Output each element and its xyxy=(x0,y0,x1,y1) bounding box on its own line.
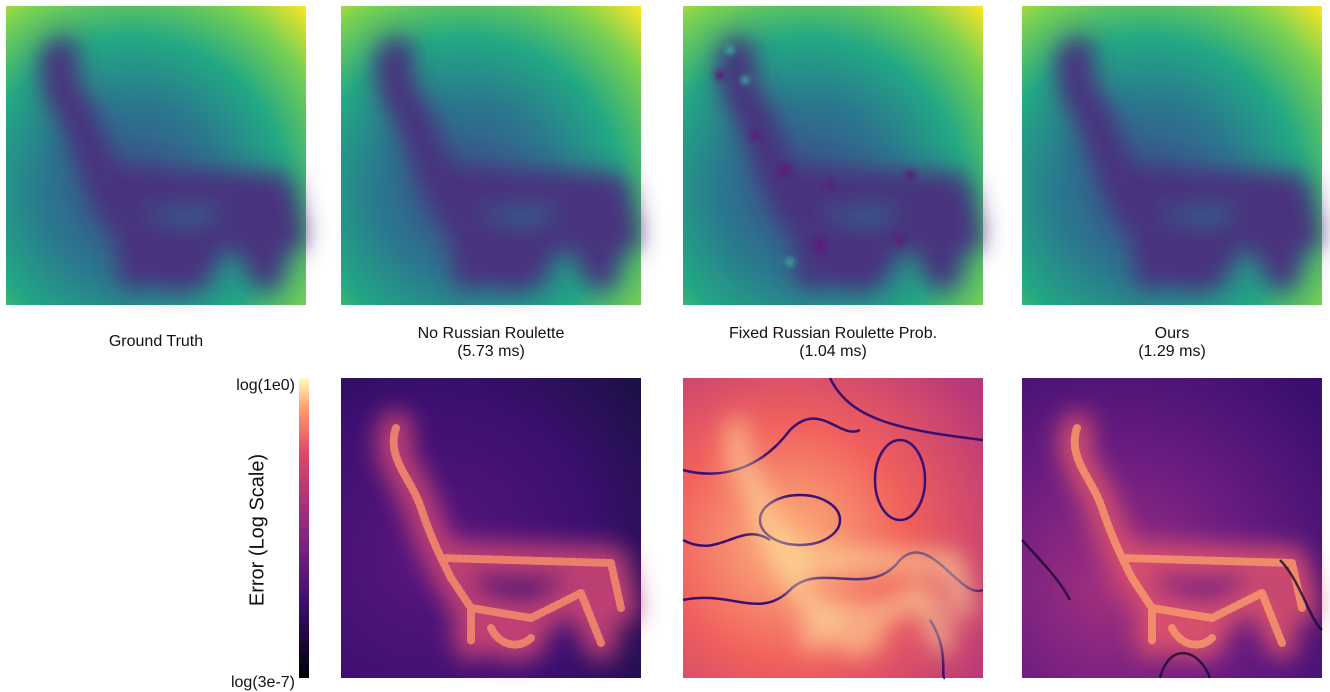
colorbar-label: Error (Log Scale) xyxy=(246,454,268,606)
ours-image xyxy=(1022,6,1322,305)
timing: (1.29 ms) xyxy=(1138,343,1206,360)
colorbar-min: log(3e-7) xyxy=(231,674,295,691)
fixed-rr-image xyxy=(683,6,983,305)
caption: Fixed Russian Roulette Prob. xyxy=(729,325,937,342)
ground-truth-image xyxy=(6,6,306,305)
fixed-rr-error xyxy=(682,377,984,680)
no-rr-image xyxy=(341,6,641,305)
caption: No Russian Roulette xyxy=(418,325,565,342)
caption: Ours xyxy=(1155,325,1190,342)
ours-error xyxy=(1021,378,1323,679)
timing: (5.73 ms) xyxy=(457,343,525,360)
no-rr-error xyxy=(341,378,641,678)
timing: (1.04 ms) xyxy=(799,343,867,360)
colorbar-max: log(1e0) xyxy=(236,377,295,394)
colorbar xyxy=(299,378,309,678)
caption: Ground Truth xyxy=(109,333,203,350)
